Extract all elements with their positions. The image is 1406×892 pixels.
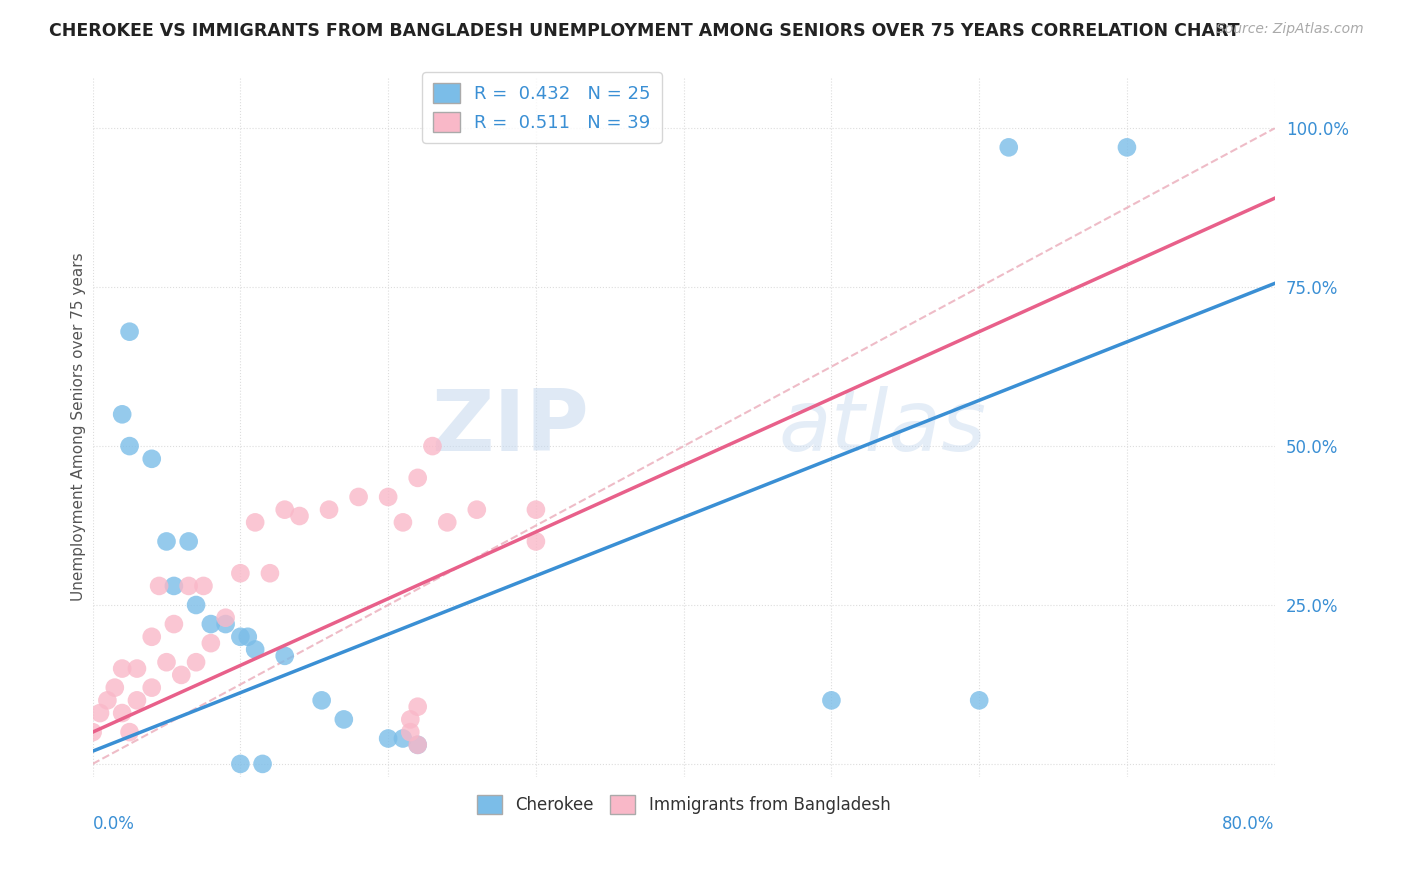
Point [163,617,186,632]
Point [200,636,222,650]
Point [967,693,990,707]
Point [184,598,207,612]
Point [259,566,281,581]
Point [96,693,118,707]
Point [200,617,222,632]
Point [118,725,141,739]
Point [214,611,236,625]
Point [524,534,547,549]
Point [141,681,163,695]
Point [406,699,429,714]
Point [392,516,415,530]
Point [184,655,207,669]
Point [82,725,104,739]
Point [820,693,842,707]
Point [422,439,444,453]
Point [155,655,177,669]
Legend: Cherokee, Immigrants from Bangladesh: Cherokee, Immigrants from Bangladesh [470,789,897,821]
Text: 0.0%: 0.0% [93,815,135,833]
Point [111,662,134,676]
Point [236,630,259,644]
Point [377,731,399,746]
Point [177,534,200,549]
Point [118,439,141,453]
Y-axis label: Unemployment Among Seniors over 75 years: Unemployment Among Seniors over 75 years [72,252,86,601]
Point [311,693,333,707]
Point [170,668,193,682]
Point [163,579,186,593]
Point [274,648,297,663]
Point [399,713,422,727]
Point [229,566,252,581]
Text: ZIP: ZIP [432,385,589,468]
Point [141,451,163,466]
Point [406,738,429,752]
Text: 80.0%: 80.0% [1222,815,1275,833]
Point [392,731,415,746]
Point [252,756,274,771]
Point [436,516,458,530]
Point [347,490,370,504]
Point [104,681,127,695]
Text: CHEROKEE VS IMMIGRANTS FROM BANGLADESH UNEMPLOYMENT AMONG SENIORS OVER 75 YEARS : CHEROKEE VS IMMIGRANTS FROM BANGLADESH U… [49,22,1240,40]
Point [997,140,1019,154]
Text: atlas: atlas [779,385,986,468]
Point [524,502,547,516]
Point [399,725,422,739]
Point [406,471,429,485]
Point [125,662,148,676]
Point [193,579,215,593]
Point [377,490,399,504]
Point [118,325,141,339]
Point [406,738,429,752]
Point [214,617,236,632]
Text: Source: ZipAtlas.com: Source: ZipAtlas.com [1216,22,1364,37]
Point [274,502,297,516]
Point [148,579,170,593]
Point [465,502,488,516]
Point [243,516,266,530]
Point [243,642,266,657]
Point [229,630,252,644]
Point [111,407,134,421]
Point [318,502,340,516]
Point [288,508,311,523]
Point [125,693,148,707]
Point [1116,140,1139,154]
Point [333,713,356,727]
Point [141,630,163,644]
Point [177,579,200,593]
Point [111,706,134,720]
Point [229,756,252,771]
Point [155,534,177,549]
Point [89,706,111,720]
